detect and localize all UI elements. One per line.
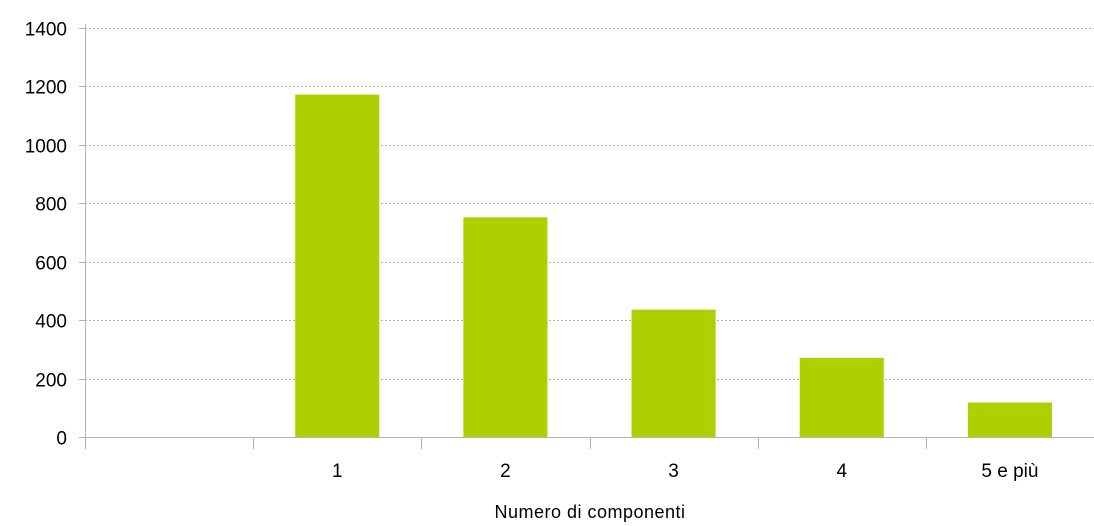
x-tick-label: 3 [668,461,679,482]
y-tick-label: 1000 [25,137,67,158]
x-axis-tick-labels: 1 2 3 4 5 e più [332,461,1038,482]
axes [79,24,1094,449]
bar-2 [463,217,548,437]
y-tick-label: 800 [35,195,67,216]
bar-1 [295,94,380,437]
bars [295,94,1052,437]
y-tick-label: 0 [56,429,67,450]
y-tick-label: 1400 [25,20,67,41]
x-tick-label: 5 e più [981,461,1038,482]
x-tick-label: 4 [836,461,847,482]
bar-3 [631,309,716,437]
x-axis-title: Numero di componenti [494,502,685,522]
bar-5 e più [967,402,1052,437]
y-axis-tick-labels: 0 200 400 600 800 1000 1200 1400 [25,20,67,450]
y-tick-label: 400 [35,312,67,333]
y-tick-label: 1200 [25,78,67,99]
y-tick-label: 600 [35,254,67,275]
gridlines [85,28,1094,380]
x-tick-label: 2 [500,461,511,482]
x-tick-label: 1 [332,461,343,482]
bar-4 [799,357,884,437]
y-tick-label: 200 [35,371,67,392]
